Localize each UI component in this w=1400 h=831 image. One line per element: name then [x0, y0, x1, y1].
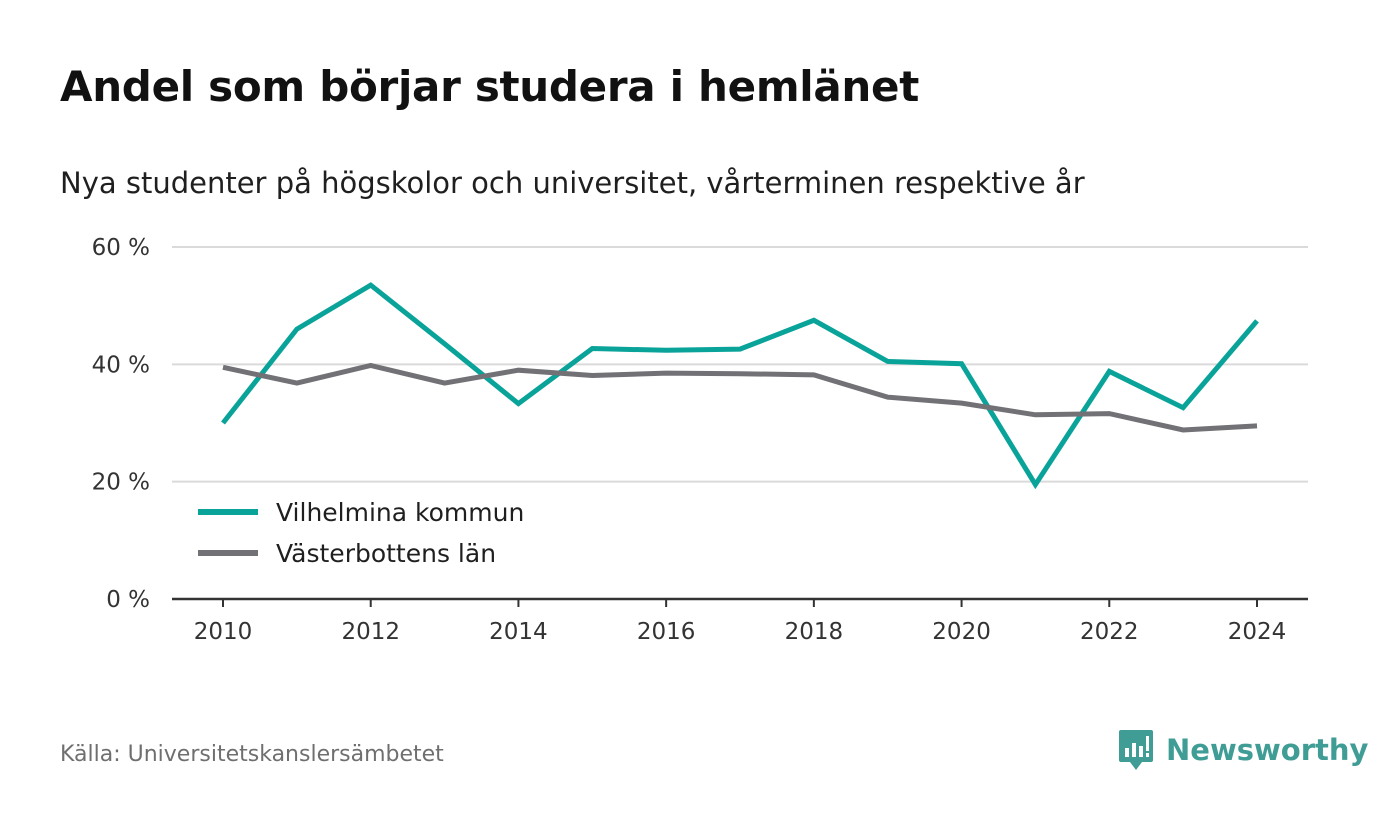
- x-tick-label: 2022: [1080, 619, 1139, 645]
- y-tick-label: 0 %: [106, 587, 150, 613]
- series-line-vilhelmina-kommun: [221, 282, 1259, 490]
- x-tick-label: 2014: [489, 619, 548, 645]
- x-tick-label: 2018: [785, 619, 844, 645]
- newsworthy-logo-icon: [1119, 730, 1153, 770]
- newsworthy-logo[interactable]: Newsworthy: [1118, 728, 1368, 772]
- y-tick-label: 40 %: [92, 352, 150, 378]
- chart-title: Andel som börjar studera i hemlänet: [60, 62, 919, 111]
- source-note: Källa: Universitetskanslersämbetet: [60, 742, 444, 767]
- x-tick-label: 2016: [637, 619, 696, 645]
- y-tick-label: 60 %: [92, 235, 150, 261]
- x-tick-label: 2020: [932, 619, 991, 645]
- series-lines: [221, 282, 1259, 490]
- series-line-västerbottens-län: [222, 362, 1258, 433]
- chart-subtitle: Nya studenter på högskolor och universit…: [60, 166, 1085, 200]
- x-axis-tick-labels: 2010 2012 2014 2016 2018 2020 2022 2024: [194, 619, 1287, 645]
- legend-label: Västerbottens län: [276, 539, 496, 568]
- legend-label: Vilhelmina kommun: [276, 498, 524, 527]
- gridlines: [172, 246, 1308, 607]
- newsworthy-logo-text: Newsworthy: [1166, 733, 1369, 767]
- y-tick-label: 20 %: [92, 470, 150, 496]
- legend: Vilhelmina kommun Västerbottens län: [198, 498, 524, 568]
- x-tick-label: 2024: [1228, 619, 1287, 645]
- x-tick-label: 2012: [341, 619, 400, 645]
- x-tick-label: 2010: [194, 619, 253, 645]
- y-axis-tick-labels: 0 % 20 % 40 % 60 %: [92, 235, 150, 613]
